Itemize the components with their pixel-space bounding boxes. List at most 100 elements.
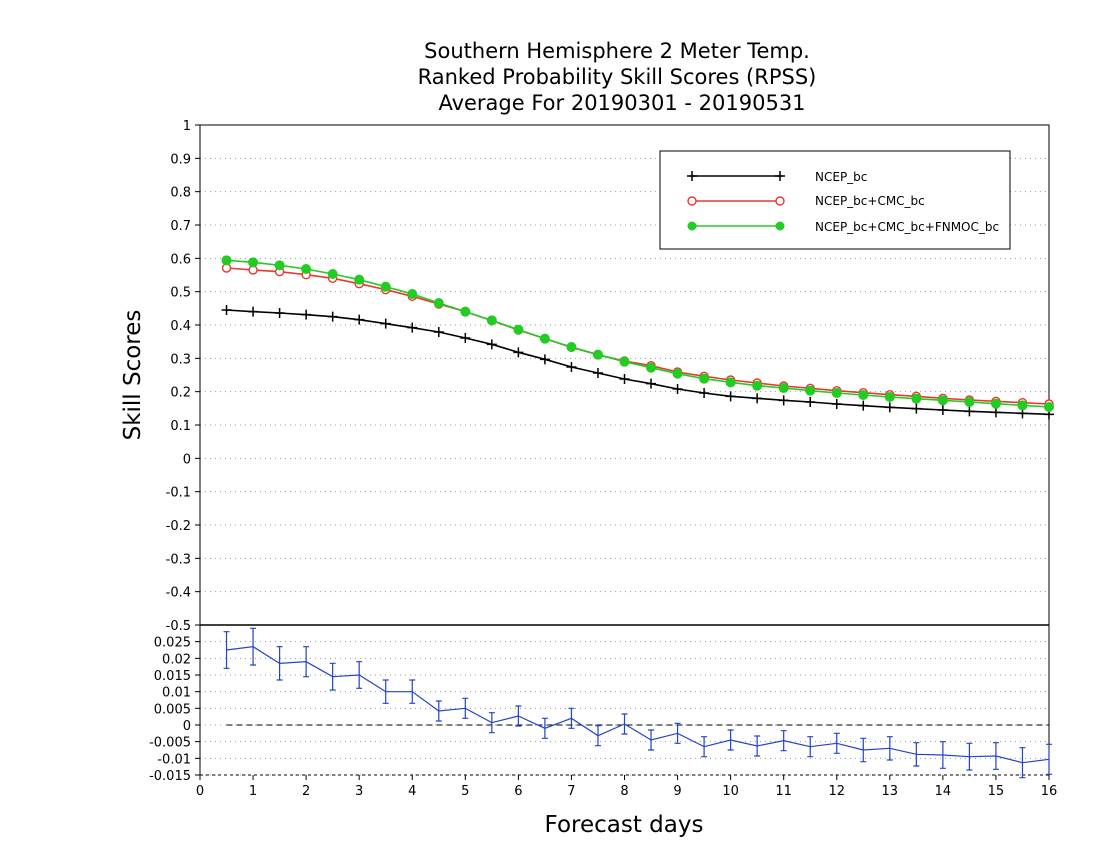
data-point [407,322,418,333]
y-tick-label: 0.9 [170,152,191,167]
x-tick-label: 10 [722,784,739,799]
data-point [407,289,418,299]
x-axis: 0 1 2 3 4 5 6 7 8 9 10 11 12 13 14 15 16 [196,775,1057,799]
error-bar [409,679,416,704]
title-line-3: Average For 20190301 - 20190531 [438,91,805,115]
error-bar [648,729,655,751]
data-point [672,384,683,394]
error-bar [1019,747,1026,779]
legend-marker [687,196,697,206]
data-point [380,318,391,329]
error-bar [913,742,920,767]
data-point [964,406,975,417]
error-bar [356,661,363,689]
x-tick-label: 3 [355,784,363,799]
error-bar [488,712,495,734]
error-bar [435,700,442,722]
series-line [226,267,1050,405]
error-bar [701,736,708,758]
data-point [592,368,603,378]
data-point [699,388,710,398]
x-tick-label: 0 [196,784,204,799]
y-tick-label: 0.015 [154,669,191,684]
y-tick-label: 0 [183,719,191,734]
data-point [1044,402,1054,412]
data-point [433,298,444,308]
data-point [248,306,259,317]
data-point [539,354,550,365]
y-tick-label: -0.2 [166,519,191,534]
difference-line [226,646,1050,764]
main-panel: -0.5 -0.4 -0.3 -0.2 -0.1 0 0.1 0.2 0.3 0.4 0.5 0.6 0… [166,119,1054,634]
data-point [301,309,312,320]
y-tick-label: 0.4 [170,319,191,334]
error-bar [886,736,893,761]
data-point [778,395,789,406]
x-tick-label: 7 [567,784,575,799]
y-tick-label: 0.8 [170,186,191,201]
data-point [354,314,365,325]
data-point [699,373,710,384]
x-tick-label: 14 [935,784,952,799]
x-axis-label: Forecast days [545,812,704,838]
error-bar [276,646,283,681]
data-point [805,385,816,396]
data-point [486,315,497,326]
y-tick-label: -0.01 [157,752,191,767]
data-point [752,380,763,391]
error-bar [541,717,548,739]
data-point [380,281,391,292]
y-tick-label: 0 [183,452,191,467]
data-point [687,171,697,181]
error-bar [621,713,628,735]
data-point [805,397,816,407]
y-tick-label: 0.005 [154,702,191,717]
error-bar [594,725,601,747]
error-bar [568,707,575,729]
data-point [274,260,285,271]
error-bar [754,735,761,757]
data-point [513,347,524,358]
legend-marker [775,221,785,231]
y-axis-label: Skill Scores [120,310,146,441]
error-bar [727,729,734,751]
title-line-1: Southern Hemisphere 2 Meter Temp. [424,39,810,63]
legend-label-ncep-cmc-fnmoc: NCEP_bc+CMC_bc+FNMOC_bc [815,220,999,234]
data-point [884,392,895,402]
data-point [911,393,922,404]
data-point [1017,400,1028,411]
chart-title: Southern Hemisphere 2 Meter Temp. Ranked… [418,39,817,115]
error-bar [833,732,840,754]
x-tick-label: 9 [673,784,681,799]
data-point [964,397,975,407]
data-point [248,257,259,268]
data-point [858,400,869,411]
data-point [831,388,842,398]
data-point [460,333,471,343]
y-tick-label: 0.2 [170,386,191,401]
error-bar [223,631,230,669]
y-tick-label: 0.5 [170,286,191,301]
x-tick-label: 11 [775,784,792,799]
y-tick-label: 1 [183,119,191,134]
error-bar [992,742,999,770]
series-0 [221,305,1054,420]
legend-label-ncep: NCEP_bc [815,170,867,184]
data-point [752,393,763,404]
data-point [301,264,312,274]
error-bar [462,697,469,719]
error-bar [303,646,310,678]
data-point [990,398,1001,409]
error-bar [966,742,973,771]
data-point [354,274,365,285]
data-point [672,368,683,379]
legend-box [659,150,1011,250]
data-point [221,255,232,266]
legend: NCEP_bc NCEP_bc+CMC_bc NCEP_bc+CMC_bc+FN… [659,150,1011,250]
y-tick-label: -0.005 [149,736,191,751]
x-tick-label: 8 [620,784,628,799]
data-point [619,374,630,384]
data-point [433,327,444,337]
x-tick-label: 16 [1041,784,1058,799]
data-point [221,305,232,315]
